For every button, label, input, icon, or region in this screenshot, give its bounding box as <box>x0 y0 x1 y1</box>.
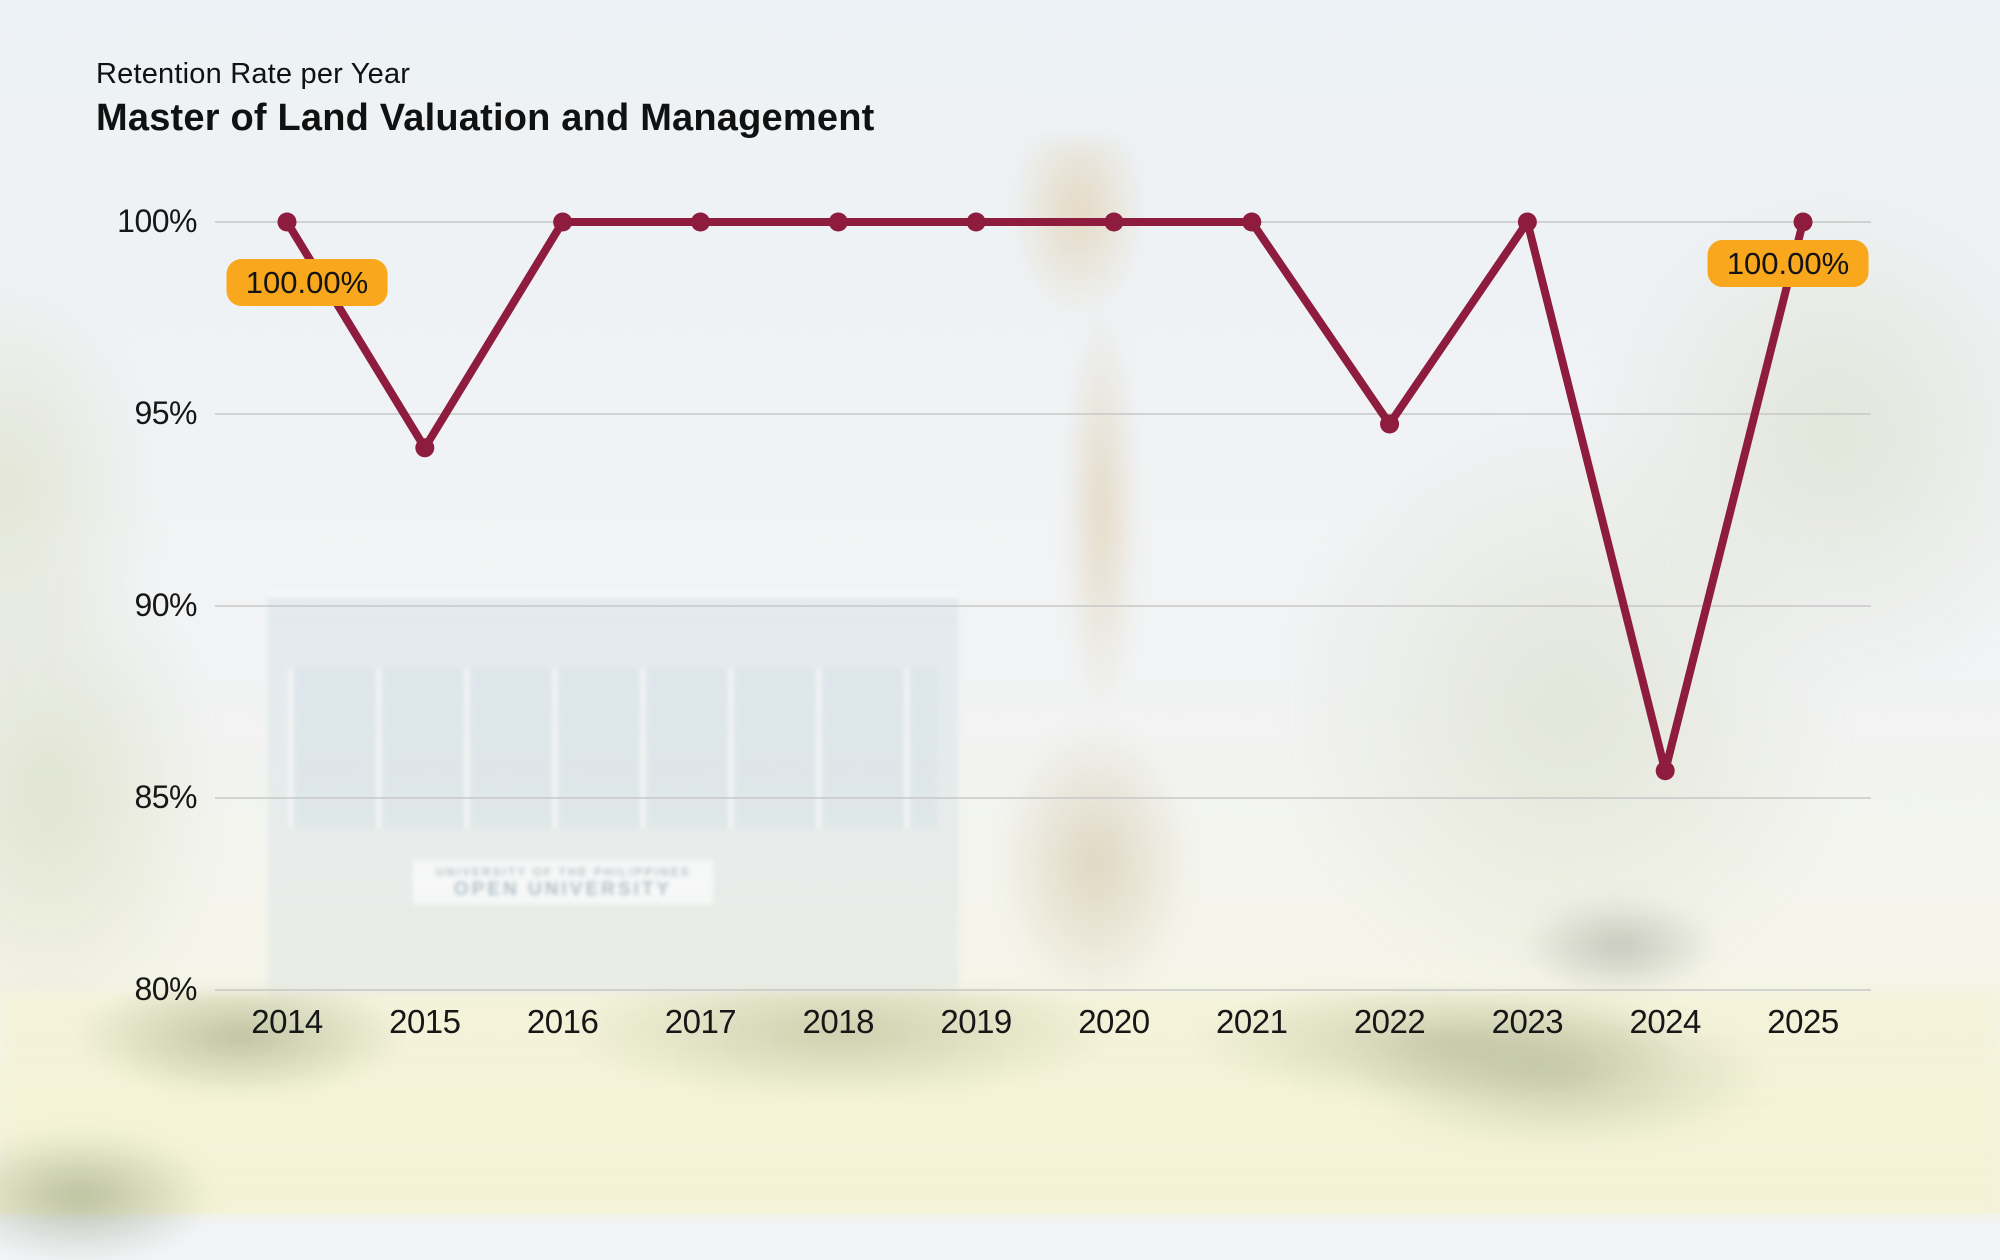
x-axis-label: 2019 <box>940 1003 1012 1040</box>
value-badge <box>1707 240 1869 287</box>
x-axis-label: 2018 <box>802 1003 875 1040</box>
value-badge-label: 100.00% <box>246 265 368 300</box>
data-point <box>828 212 848 232</box>
value-badge-label: 100.00% <box>1727 246 1849 281</box>
data-point <box>1380 414 1400 434</box>
y-axis-label: 95% <box>134 395 197 431</box>
x-axis-label: 2021 <box>1216 1003 1288 1040</box>
data-point <box>1517 212 1537 232</box>
data-point <box>277 212 297 232</box>
data-point <box>1793 212 1813 232</box>
x-axis-label: 2020 <box>1078 1003 1150 1040</box>
y-axis-label: 90% <box>134 587 197 623</box>
x-axis-label: 2024 <box>1629 1003 1701 1040</box>
data-point <box>1655 761 1675 781</box>
data-point <box>1104 212 1124 232</box>
x-axis-label: 2016 <box>526 1003 599 1040</box>
data-point <box>690 212 710 232</box>
x-axis-label: 2022 <box>1353 1003 1426 1040</box>
y-axis-label: 85% <box>134 779 197 815</box>
chart-kicker: Retention Rate per Year <box>96 58 411 90</box>
chart-header: Retention Rate per Year Master of Land V… <box>96 58 874 140</box>
x-axis-label: 2015 <box>389 1003 461 1040</box>
y-axis-label: 80% <box>134 971 197 1007</box>
retention-line-series <box>283 218 1808 775</box>
x-axis-label: 2023 <box>1491 1003 1564 1040</box>
data-point <box>553 212 573 232</box>
x-axis-label: 2014 <box>251 1003 323 1040</box>
data-point <box>1242 212 1262 232</box>
value-badge <box>226 259 388 306</box>
line-chart-svg: 100.00% 100.00% <box>215 212 1871 991</box>
chart-title: Master of Land Valuation and Management <box>96 97 875 139</box>
x-axis-label: 2025 <box>1767 1003 1839 1040</box>
x-axis-label: 2017 <box>664 1003 737 1040</box>
data-point <box>966 212 986 232</box>
data-point <box>415 438 435 458</box>
y-axis-label: 100% <box>117 203 197 239</box>
